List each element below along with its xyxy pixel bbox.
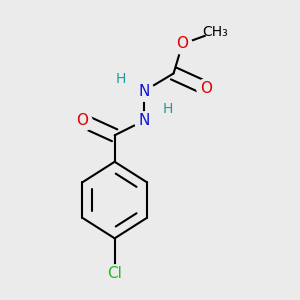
- Text: O: O: [176, 37, 188, 52]
- Text: O: O: [200, 81, 212, 96]
- Text: CH₃: CH₃: [202, 25, 228, 39]
- Text: N: N: [138, 84, 150, 99]
- Text: H: H: [163, 102, 173, 116]
- Text: N: N: [138, 113, 150, 128]
- Text: Cl: Cl: [107, 266, 122, 281]
- Text: O: O: [76, 113, 88, 128]
- Text: H: H: [116, 72, 126, 86]
